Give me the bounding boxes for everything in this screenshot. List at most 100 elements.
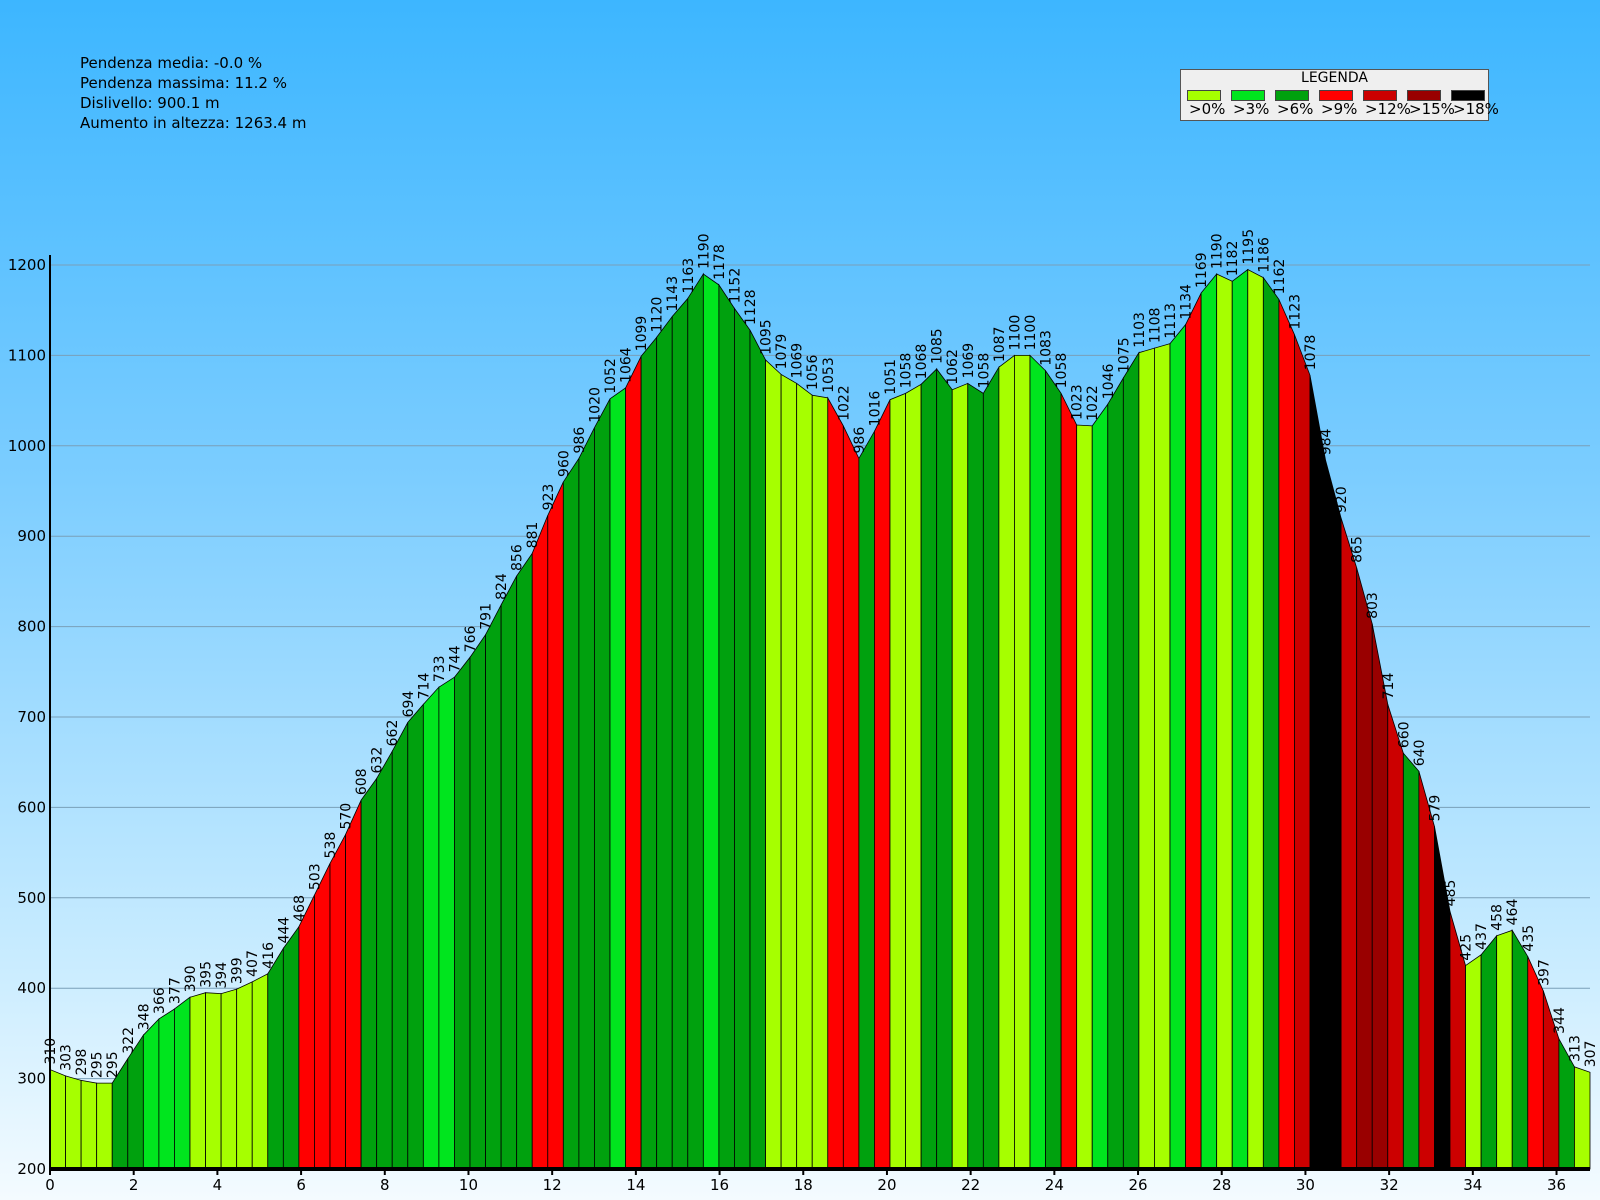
elevation-label: 824 — [494, 573, 510, 600]
elevation-label: 1056 — [805, 354, 821, 390]
elevation-label: 1083 — [1039, 330, 1055, 366]
elevation-label: 1128 — [743, 289, 759, 325]
profile-segment — [1014, 355, 1031, 1170]
profile-segment — [1480, 934, 1498, 1170]
legend-item: >9% — [1313, 90, 1357, 120]
elevation-label: 1053 — [821, 357, 837, 393]
elevation-label: 1069 — [961, 343, 977, 379]
elevation-label: 313 — [1567, 1035, 1583, 1062]
elevation-label: 399 — [230, 957, 246, 984]
legend-swatch — [1187, 90, 1221, 101]
elevation-label: 923 — [541, 484, 557, 511]
profile-segment — [1387, 704, 1404, 1170]
profile-segment — [422, 686, 440, 1170]
legend-item: >3% — [1225, 90, 1269, 120]
profile-segment — [1340, 518, 1358, 1170]
legend-item: >12% — [1357, 90, 1411, 120]
profile-segment — [1465, 953, 1482, 1170]
elevation-label: 960 — [556, 450, 572, 477]
elevation-label: 390 — [183, 966, 199, 993]
elevation-label: 1169 — [1194, 252, 1210, 288]
profile-segment — [407, 703, 424, 1170]
elevation-label: 984 — [1319, 428, 1335, 455]
elevation-label: 1182 — [1225, 241, 1241, 277]
profile-segment — [640, 336, 658, 1170]
profile-segment — [1309, 375, 1326, 1170]
elevation-label: 1078 — [1303, 335, 1319, 371]
legend-item: >18% — [1445, 90, 1499, 120]
elevation-label: 986 — [572, 427, 588, 454]
elevation-label: 1062 — [945, 349, 961, 385]
elevation-label: 1068 — [914, 344, 930, 380]
profile-segment — [951, 382, 969, 1170]
profile-segment — [500, 575, 518, 1170]
elevation-label: 298 — [74, 1049, 90, 1076]
profile-segment — [469, 633, 486, 1170]
profile-segment — [282, 925, 300, 1170]
elevation-label: 366 — [152, 987, 168, 1014]
legend-swatch — [1451, 90, 1485, 101]
profile-segment — [516, 552, 533, 1170]
profile-segment — [1496, 929, 1513, 1170]
y-tick-label: 1200 — [8, 256, 46, 274]
profile-segment — [905, 383, 922, 1170]
elevation-label: 1087 — [992, 327, 1008, 363]
x-tick-label: 2 — [129, 1176, 139, 1194]
profile-segment — [142, 1017, 160, 1170]
x-tick-label: 34 — [1463, 1176, 1482, 1194]
profile-segment — [1511, 928, 1529, 1170]
elevation-label: 662 — [385, 720, 401, 747]
profile-segment — [65, 1075, 82, 1170]
elevation-label: 407 — [245, 950, 261, 977]
profile-segment — [967, 382, 984, 1170]
profile-segment — [360, 777, 378, 1170]
elevation-label: 881 — [525, 522, 541, 549]
x-tick-label: 20 — [877, 1176, 896, 1194]
legend-swatch — [1319, 90, 1353, 101]
elevation-label: 377 — [167, 977, 183, 1004]
legend-item: >6% — [1269, 90, 1313, 120]
elevation-label: 303 — [59, 1044, 75, 1071]
legend-swatch — [1407, 90, 1441, 101]
elevation-label: 1134 — [1179, 284, 1195, 320]
x-tick-label: 12 — [543, 1176, 562, 1194]
elevation-label: 307 — [1583, 1041, 1599, 1068]
elevation-label: 714 — [416, 673, 432, 700]
profile-segment — [127, 1033, 144, 1170]
profile-segment — [345, 800, 362, 1170]
elevation-label: 1051 — [883, 359, 899, 395]
profile-segment — [609, 387, 626, 1170]
profile-segment — [189, 992, 206, 1170]
legend-label: >12% — [1365, 100, 1411, 118]
elevation-label: 416 — [261, 942, 277, 969]
profile-segment — [251, 973, 269, 1170]
profile-segment — [687, 272, 704, 1170]
elevation-label: 397 — [1536, 959, 1552, 986]
x-tick-label: 10 — [459, 1176, 478, 1194]
x-tick-label: 0 — [45, 1176, 55, 1194]
elevation-label: 458 — [1490, 904, 1506, 931]
elevation-label: 503 — [307, 863, 323, 890]
elevation-label: 1099 — [634, 316, 650, 352]
elevation-label: 485 — [1443, 880, 1459, 907]
elevation-label: 1085 — [930, 328, 946, 364]
elevation-label: 1075 — [1116, 337, 1132, 373]
elevation-label: 437 — [1474, 923, 1490, 950]
profile-segment — [1527, 956, 1544, 1170]
elevation-label: 744 — [447, 645, 463, 672]
profile-segment — [329, 834, 346, 1170]
elevation-label: 1120 — [650, 297, 666, 333]
profile-segment — [1045, 369, 1062, 1170]
elevation-label: 538 — [323, 832, 339, 859]
average-gradient-text: Pendenza media: -0.0 % — [80, 54, 263, 72]
x-tick-label: 26 — [1128, 1176, 1147, 1194]
x-tick-label: 18 — [794, 1176, 813, 1194]
elevation-gain-text: Aumento in altezza: 1263.4 m — [80, 114, 307, 132]
profile-segment — [874, 399, 891, 1170]
elevation-label: 444 — [276, 917, 292, 944]
elevation-label: 579 — [1427, 795, 1443, 822]
x-tick-label: 22 — [961, 1176, 980, 1194]
elevation-label: 1052 — [603, 358, 619, 394]
